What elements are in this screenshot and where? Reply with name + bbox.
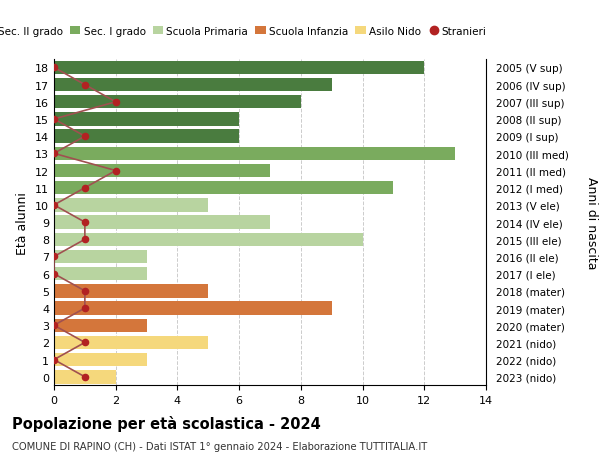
- Bar: [54, 336, 208, 349]
- Text: Popolazione per età scolastica - 2024: Popolazione per età scolastica - 2024: [12, 415, 321, 431]
- Bar: [54, 113, 239, 126]
- Bar: [54, 319, 146, 332]
- Bar: [54, 353, 146, 367]
- Point: [80, 133, 89, 140]
- Y-axis label: Età alunni: Età alunni: [16, 191, 29, 254]
- Y-axis label: Anni di nascita: Anni di nascita: [585, 176, 598, 269]
- Bar: [54, 147, 455, 161]
- Legend: Sec. II grado, Sec. I grado, Scuola Primaria, Scuola Infanzia, Asilo Nido, Stran: Sec. II grado, Sec. I grado, Scuola Prim…: [0, 22, 491, 41]
- Bar: [54, 216, 270, 230]
- Point: [49, 253, 59, 261]
- Bar: [54, 96, 301, 109]
- Point: [80, 219, 89, 226]
- Bar: [54, 302, 332, 315]
- Bar: [54, 370, 116, 384]
- Bar: [54, 285, 208, 298]
- Point: [49, 322, 59, 329]
- Bar: [54, 250, 146, 263]
- Point: [111, 168, 121, 175]
- Bar: [54, 199, 208, 212]
- Text: COMUNE DI RAPINO (CH) - Dati ISTAT 1° gennaio 2024 - Elaborazione TUTTITALIA.IT: COMUNE DI RAPINO (CH) - Dati ISTAT 1° ge…: [12, 441, 427, 451]
- Point: [80, 287, 89, 295]
- Point: [111, 99, 121, 106]
- Bar: [54, 130, 239, 144]
- Bar: [54, 164, 270, 178]
- Point: [49, 65, 59, 72]
- Bar: [54, 62, 424, 75]
- Point: [49, 116, 59, 123]
- Point: [80, 82, 89, 89]
- Bar: [54, 78, 332, 92]
- Bar: [54, 233, 362, 246]
- Point: [80, 339, 89, 347]
- Point: [80, 185, 89, 192]
- Bar: [54, 268, 146, 281]
- Point: [80, 236, 89, 243]
- Point: [49, 202, 59, 209]
- Point: [49, 151, 59, 158]
- Bar: [54, 182, 394, 195]
- Point: [49, 270, 59, 278]
- Point: [49, 356, 59, 364]
- Point: [80, 305, 89, 312]
- Point: [80, 373, 89, 381]
